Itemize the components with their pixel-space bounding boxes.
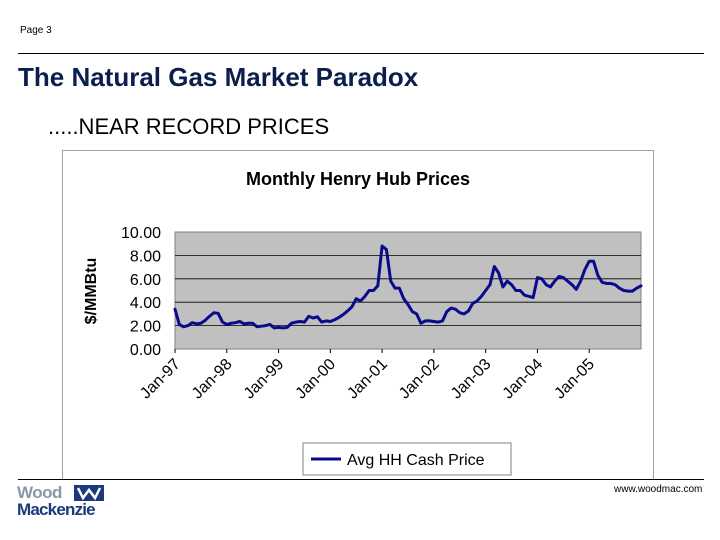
x-tick-label: Jan-00	[293, 356, 340, 403]
series-line-avg-hh-cash-price	[173, 244, 643, 330]
slide-title: The Natural Gas Market Paradox	[18, 62, 419, 92]
legend: Avg HH Cash Price	[302, 442, 512, 476]
chart-container: Monthly Henry Hub Prices 0.00 2.00 4.00 6.0…	[62, 150, 654, 480]
y-axis-ticks: 0.00 2.00 4.00 6.00 8.00 10.00	[121, 225, 161, 359]
henry-hub-chart: Monthly Henry Hub Prices 0.00 2.00 4.00 6.0…	[83, 169, 643, 476]
page-number: Page 3	[20, 25, 52, 36]
wood-mackenzie-logo: Wood Mackenzie	[14, 483, 114, 523]
y-axis-label: $/MMBtu	[83, 258, 100, 325]
y-tick-label: 10.00	[121, 225, 161, 242]
plot-area	[174, 231, 642, 350]
x-tick-label: Jan-04	[500, 356, 547, 403]
x-tick-label: Jan-98	[189, 356, 236, 403]
x-tick-label: Jan-02	[396, 356, 443, 403]
y-tick-label: 6.00	[130, 272, 161, 289]
logo-word-mackenzie: Mackenzie	[17, 500, 96, 519]
x-axis-ticks: Jan-97 Jan-98 Jan-99 Jan-00 Jan-01 Jan-02 Jan-…	[137, 349, 598, 402]
y-tick-label: 4.00	[130, 295, 161, 312]
y-tick-label: 0.00	[130, 342, 161, 359]
x-tick-label: Jan-03	[448, 356, 495, 403]
footer-rule	[18, 479, 704, 480]
header-rule	[18, 53, 704, 54]
chart-title: Monthly Henry Hub Prices	[246, 169, 470, 189]
x-tick-label: Jan-01	[344, 356, 391, 403]
x-tick-label: Jan-99	[241, 356, 288, 403]
x-tick-label: Jan-05	[551, 356, 598, 403]
y-tick-label: 8.00	[130, 248, 161, 265]
x-tick-label: Jan-97	[137, 356, 184, 403]
logo-word-wood: Wood	[17, 483, 62, 502]
legend-label: Avg HH Cash Price	[347, 452, 485, 469]
logo-w-mark-icon	[74, 485, 104, 501]
grid-lines	[175, 255, 641, 327]
slide-subtitle: .....NEAR RECORD PRICES	[48, 114, 330, 139]
y-tick-label: 2.00	[130, 319, 161, 336]
footer-url: www.woodmac.com	[614, 484, 703, 495]
